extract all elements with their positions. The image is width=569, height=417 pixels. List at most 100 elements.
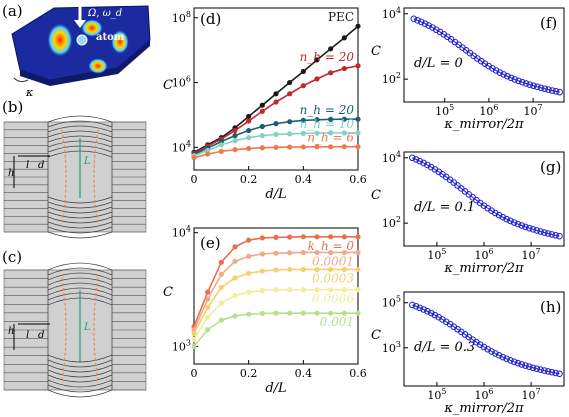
data-point [529, 364, 537, 372]
x-axis-label: κ_mirror/2π [443, 261, 524, 276]
y-axis-label: C [163, 78, 173, 93]
mirror-layer-bottom [47, 201, 113, 209]
data-point [499, 213, 507, 221]
tick-label: 107 [522, 247, 541, 262]
data-point [273, 250, 279, 256]
data-point [246, 135, 252, 141]
data-point [503, 355, 510, 363]
data-point [515, 77, 522, 85]
data-point [273, 121, 279, 127]
data-point [552, 88, 560, 95]
data-point [314, 234, 320, 240]
data-point [537, 366, 544, 373]
data-point [246, 118, 252, 124]
beam-waist-left [61, 129, 67, 225]
data-point [355, 234, 361, 240]
tick-label: 102 [382, 71, 401, 86]
data-point [544, 230, 552, 237]
data-point [328, 130, 334, 136]
data-point [259, 268, 265, 274]
data-point [191, 155, 197, 161]
data-point [548, 368, 556, 376]
data-point [488, 348, 495, 355]
data-point [556, 370, 563, 378]
data-point [273, 310, 279, 316]
data-point [552, 369, 559, 377]
mirror-layer-bottom [47, 389, 113, 398]
data-point [412, 156, 420, 163]
panel-label-f: (f) [540, 14, 557, 32]
tick-label: 104 [382, 150, 401, 165]
data-point [205, 147, 211, 154]
data-point [408, 301, 416, 309]
data-point [300, 144, 306, 150]
l-label-b: l [26, 160, 29, 171]
data-point [355, 116, 361, 122]
mode-lobe-1 [47, 23, 73, 57]
tick-label: 107 [524, 103, 543, 118]
data-point [314, 117, 320, 123]
data-point [314, 130, 320, 136]
data-point [273, 234, 279, 240]
tick-label: 105 [435, 103, 454, 118]
data-point [420, 306, 427, 313]
data-point [273, 267, 279, 273]
data-point [287, 310, 293, 316]
data-point [416, 157, 424, 165]
data-point [300, 310, 306, 316]
beam-waist-right [93, 277, 99, 383]
data-point [355, 144, 361, 150]
series-label: PEC [328, 10, 354, 24]
data-point [533, 83, 541, 91]
data-point [341, 130, 347, 136]
tick-label: 0.4 [295, 367, 313, 380]
tick-label: 105 [382, 295, 401, 310]
data-point [507, 357, 514, 364]
data-point [218, 148, 224, 155]
data-point [232, 127, 238, 134]
data-point [408, 154, 416, 162]
data-point [355, 266, 361, 273]
tick-label: 106 [172, 75, 191, 90]
data-point [300, 287, 306, 293]
series-line [412, 157, 560, 237]
data-point [205, 314, 211, 320]
data-point [492, 67, 500, 74]
data-point [191, 330, 197, 337]
data-point [300, 130, 306, 136]
data-point [205, 304, 211, 311]
mirror-layer-bottom [47, 216, 113, 224]
data-point [259, 108, 265, 114]
data-point [341, 234, 347, 240]
plot-frame [403, 7, 565, 103]
data-point [314, 310, 320, 316]
tick-label: 107 [522, 387, 541, 402]
tick-label: 105 [427, 387, 446, 402]
plot-frame [193, 227, 359, 365]
data-point [341, 144, 347, 150]
x-axis-label: d/L [265, 381, 286, 396]
data-point [259, 123, 265, 130]
mirror-layer-bottom [47, 384, 113, 393]
mirror-layer-top [47, 120, 113, 128]
data-point [300, 266, 306, 273]
length-label-c: L [83, 322, 91, 333]
tick-label: 103 [382, 340, 401, 355]
data-point [504, 72, 511, 80]
y-axis-label: C [371, 328, 381, 343]
data-point [232, 147, 238, 153]
data-point [246, 113, 252, 120]
data-point [218, 284, 224, 291]
data-point [529, 226, 537, 233]
panel-label-b: (b) [2, 98, 23, 116]
data-point [341, 116, 347, 122]
panel-label-c: (c) [2, 248, 22, 266]
mirror-layer-bottom [47, 359, 113, 368]
data-point [273, 99, 279, 105]
data-point [541, 229, 548, 236]
tick-label: 0.4 [295, 173, 313, 186]
atom-marker [76, 34, 88, 46]
data-point [273, 144, 279, 150]
series-label: k_h = 0 [308, 239, 355, 253]
